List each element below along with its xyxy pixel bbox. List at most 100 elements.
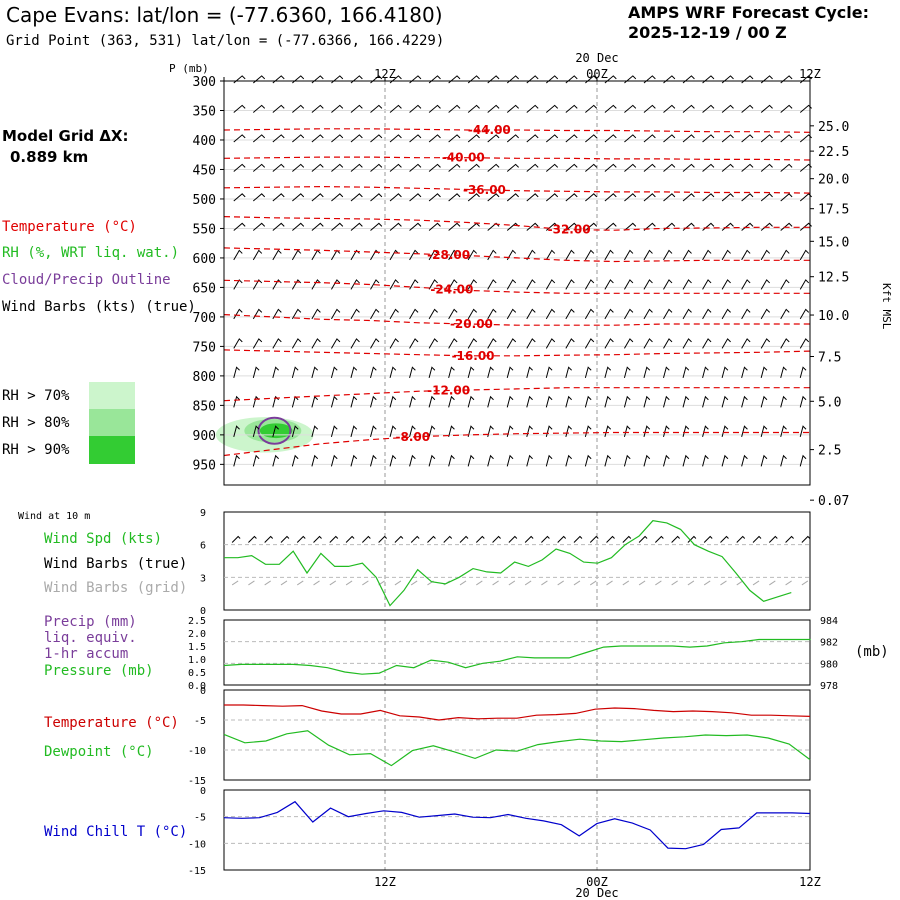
wind-barb — [370, 366, 377, 379]
wind-barb — [331, 134, 344, 143]
precip-label: Precip (mm) — [44, 614, 137, 630]
model-grid-value: 0.889 km — [10, 148, 88, 166]
wind-barb — [526, 454, 533, 467]
wind-barb — [448, 338, 458, 349]
wind-barb — [252, 454, 260, 467]
wind-barb — [799, 454, 807, 467]
wind-barb — [330, 425, 338, 437]
wind-barb — [292, 104, 305, 113]
wind-barb — [291, 279, 302, 290]
wind-barb — [624, 279, 634, 290]
wind-barb — [311, 75, 324, 84]
wind-barb — [233, 338, 243, 349]
precip-tick-label: 2.5 — [188, 616, 206, 627]
surface-barb-true — [720, 535, 729, 543]
wind-barb — [506, 104, 519, 113]
wind-barb — [252, 279, 263, 290]
upper-axes: 300 350 400 450 500 550 600 650 700 750 800 850 900 9… — [193, 75, 850, 509]
wind-barb — [428, 134, 441, 143]
wind-barb — [467, 104, 480, 113]
wind-barb — [409, 104, 422, 113]
wind-barb — [311, 338, 321, 349]
wind-chill-line — [223, 800, 811, 850]
y-tick-label: 980 — [820, 659, 838, 670]
surface-barb-true — [329, 535, 339, 543]
wind-barb — [409, 425, 416, 437]
wind-barb — [643, 104, 656, 113]
wind-barb — [272, 425, 279, 437]
wind-barb — [272, 193, 285, 202]
surface-barb-true — [443, 535, 453, 543]
surface-barb-grid — [785, 580, 792, 586]
wind-barb — [702, 193, 715, 202]
wind-barb — [233, 75, 246, 84]
wind-barb — [760, 308, 771, 320]
wind-speed-label: Wind Spd (kts) — [44, 531, 162, 547]
wind-barb — [428, 425, 436, 437]
wind-barb — [584, 338, 595, 349]
wind-barb — [506, 134, 519, 143]
wind-barb — [350, 338, 360, 349]
precip-tick-label: 1.5 — [188, 642, 206, 653]
wind-barb — [604, 366, 612, 379]
wind-barb — [487, 134, 500, 143]
wind-barb — [702, 366, 709, 379]
wind-barb — [467, 366, 475, 379]
wind-barb — [721, 425, 729, 437]
height-tick-label: 12.5 — [818, 271, 849, 286]
wind-barb — [780, 454, 787, 467]
wind-barb — [623, 425, 631, 437]
wind-barb — [702, 395, 709, 408]
height-tick-label: 25.0 — [818, 120, 849, 135]
surface-barb-grid — [606, 580, 613, 586]
wind-barb — [780, 222, 793, 231]
temp-contour-9 — [223, 431, 810, 457]
wind-barb — [409, 163, 422, 172]
wind-barb — [487, 279, 497, 290]
wind-barb — [389, 279, 399, 290]
dewpoint-line — [223, 730, 811, 767]
wind-barb — [272, 104, 285, 113]
wind-barb — [428, 163, 441, 172]
temperature-contours: -44.00 -40.00 -36.00 -32.00 -28.00 -24.00 -20.… — [223, 123, 811, 457]
y-tick-label: 6 — [200, 541, 206, 552]
wind-barb — [331, 338, 341, 349]
wind-barb — [624, 193, 637, 202]
temp-contour-5 — [223, 279, 810, 294]
wind-barb — [330, 395, 338, 408]
wind-barb — [780, 338, 790, 349]
wind-barb — [565, 222, 578, 231]
wind-barb — [292, 75, 305, 84]
wind-barb — [272, 454, 279, 467]
wind-barb — [702, 308, 712, 320]
wind-barb — [702, 454, 709, 467]
wind-barb — [780, 366, 787, 379]
wind-barb — [545, 163, 559, 172]
wind-barb — [624, 308, 634, 320]
wind-barb — [760, 104, 773, 113]
wind-barb — [721, 104, 734, 113]
pressure-tick-label: 400 — [193, 134, 216, 149]
wind-barb — [331, 308, 341, 320]
wind-barb — [252, 104, 266, 113]
wind-barb — [604, 395, 612, 408]
wind-barb — [624, 163, 637, 172]
wind-barb — [799, 338, 810, 349]
wind-barb — [799, 249, 810, 261]
wind-barb — [311, 279, 321, 290]
wind-barb — [370, 163, 383, 172]
wind-barb — [643, 222, 656, 231]
wind-barb — [643, 366, 651, 379]
wind-barb — [799, 134, 812, 143]
wind-barb — [780, 395, 787, 408]
wind-barb — [682, 163, 695, 172]
wind-barb — [526, 279, 536, 290]
wind-barb — [331, 222, 344, 231]
wind-barb — [448, 222, 461, 231]
wind-speed-line — [224, 520, 792, 607]
wind-barb — [311, 163, 324, 172]
wind-barb — [585, 222, 598, 231]
wind-barb — [780, 163, 793, 172]
legend-cloud-outline: Cloud/Precip Outline — [2, 272, 171, 288]
